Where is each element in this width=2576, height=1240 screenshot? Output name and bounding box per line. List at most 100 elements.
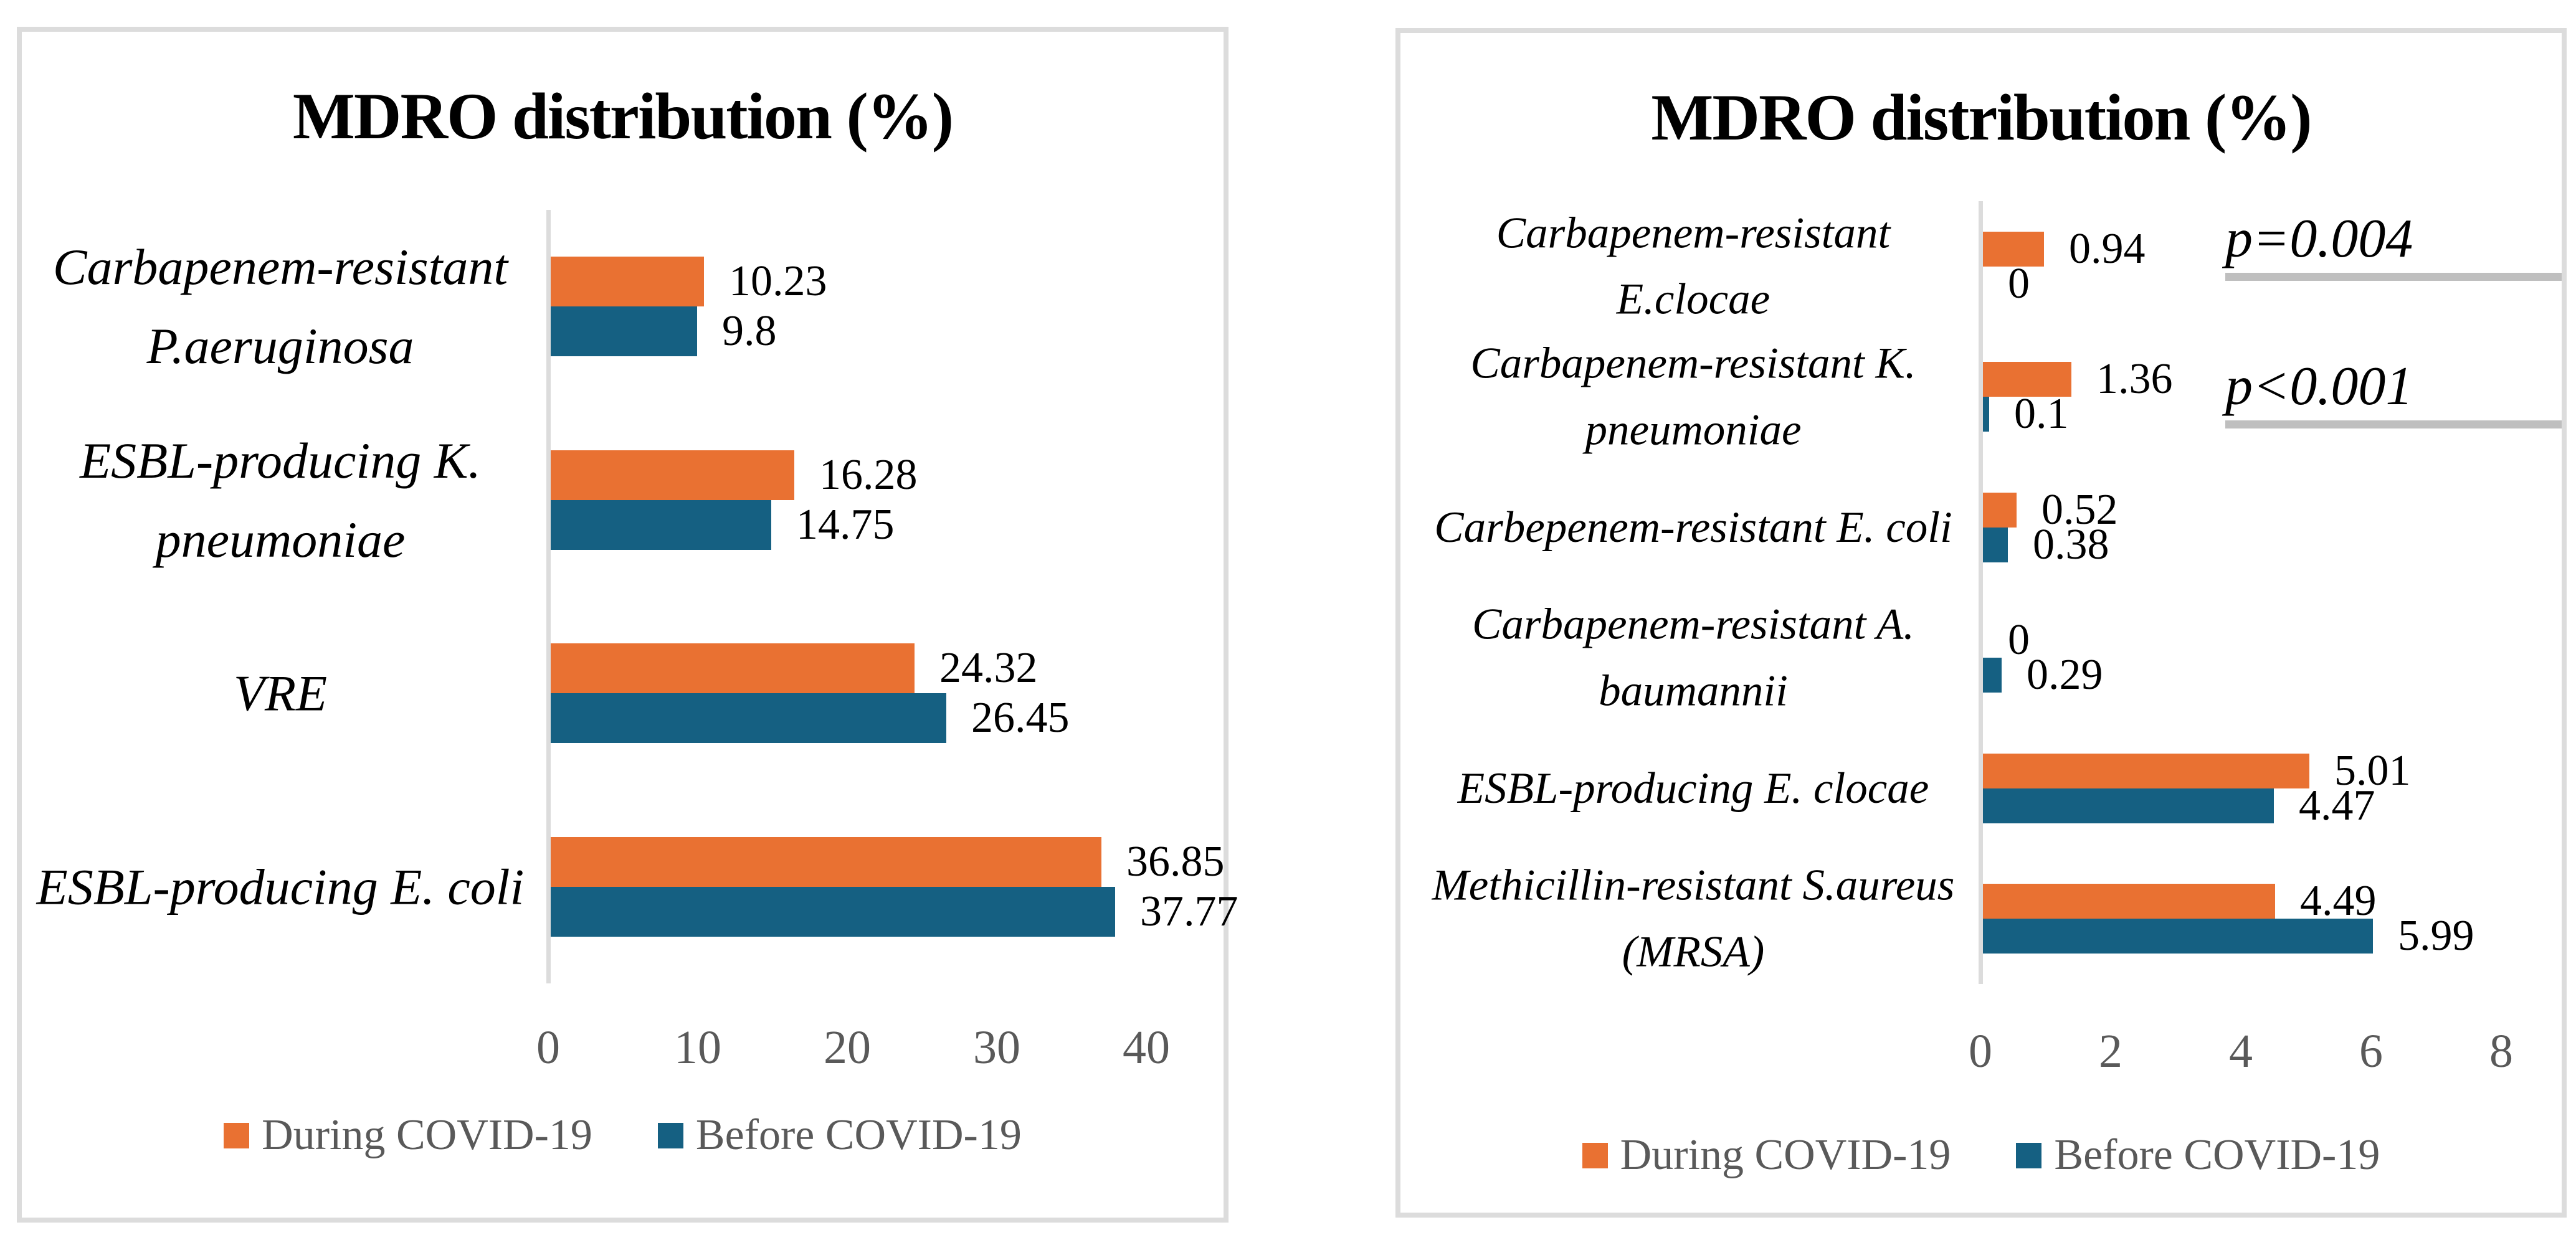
p-value-text: p=0.004 (2225, 209, 2413, 269)
bar-line: 0.38 (1983, 521, 2118, 569)
bar-during (1983, 753, 2309, 788)
legend-label-during: During COVID-19 (262, 1111, 592, 1159)
bar-line: 16.28 (551, 450, 918, 500)
bar-line: 9.8 (551, 306, 827, 357)
bar-pair: 16.28 14.75 (551, 450, 918, 550)
x-tick-label: 10 (674, 1021, 721, 1074)
bar-pair: 4.49 5.99 (1983, 877, 2474, 960)
value-label: 4.47 (2299, 781, 2375, 830)
bar-before (1983, 919, 2373, 954)
bar-before (1983, 397, 1989, 432)
x-axis-ticks: 0 10 20 30 40 (22, 1021, 1224, 1089)
plot-area: Carbapenem-resistant E.clocae 0.94 0 Carbape… (1400, 201, 2562, 984)
bar-before (1983, 527, 2008, 562)
legend-item-during: During COVID-19 (224, 1110, 592, 1160)
chart-title: MDRO distribution (%) (1651, 81, 2312, 154)
value-label: 0.94 (2069, 224, 2146, 273)
category-label: VRE (233, 665, 328, 722)
bar-before (551, 693, 946, 744)
bar-line: 0 (1983, 260, 2146, 308)
x-tick-label: 20 (824, 1021, 871, 1074)
bar-line: 0.29 (1983, 651, 2103, 699)
bar-line: 0.1 (1983, 390, 2173, 438)
category-label: Carbapenem-resistant A. baumannii (1472, 600, 1914, 716)
bar-during (551, 643, 915, 694)
bar-during (1983, 492, 2017, 528)
x-tick-label: 30 (973, 1021, 1020, 1074)
legend-item-before: Before COVID-19 (2016, 1130, 2380, 1180)
bar-line: 0.52 (1983, 486, 2118, 534)
legend: During COVID-19 Before COVID-19 (1400, 1130, 2562, 1180)
category-label: Carbapenem-resistant K. pneumoniae (1470, 339, 1916, 455)
category-label: ESBL-producing E. clocae (1457, 764, 1929, 813)
value-label: 5.01 (2334, 746, 2411, 795)
bar-row: Carbepenem-resistant E. coli 0.52 0.38 (1400, 462, 2562, 593)
bar-pair: 36.85 37.77 (551, 836, 1238, 937)
bar-row: Carbapenem-resistant E.clocae 0.94 0 (1400, 201, 2562, 332)
bar-line: 24.32 (551, 643, 1070, 694)
value-label: 37.77 (1140, 887, 1238, 935)
value-label: 0.38 (2033, 520, 2109, 569)
bar-row: Methicillin-resistant S.aureus (MRSA) 4.49… (1400, 854, 2562, 985)
value-label: 0.1 (2014, 390, 2069, 438)
bar-before (1983, 788, 2274, 823)
value-label: 5.99 (2398, 912, 2474, 960)
bar-during (1983, 884, 2275, 919)
bar-line: 36.85 (551, 836, 1238, 887)
value-label: 24.32 (939, 644, 1038, 693)
bar-line: 4.47 (1983, 782, 2411, 830)
category-label: Methicillin-resistant S.aureus (MRSA) (1432, 861, 1955, 977)
bar-line: 37.77 (551, 886, 1238, 937)
x-axis-ticks: 0 2 4 6 8 (1400, 1025, 2562, 1093)
bar-line: 14.75 (551, 499, 918, 550)
value-label: 36.85 (1126, 837, 1225, 886)
bar-line: 0.94 (1983, 225, 2146, 273)
bar-pair: 24.32 26.45 (551, 643, 1070, 744)
plot-area: Carbapenem-resistant P.aeruginosa 10.23 9.8… (22, 210, 1238, 983)
x-tick-label: 40 (1123, 1021, 1170, 1074)
category-label: ESBL-producing E. coli (36, 858, 525, 916)
p-value-text: p<0.001 (2225, 356, 2413, 417)
x-tick-label: 0 (1969, 1025, 1992, 1077)
value-label: 16.28 (819, 450, 918, 499)
bar-line: 5.01 (1983, 747, 2411, 795)
bar-line: 26.45 (551, 693, 1070, 744)
x-tick-label: 6 (2359, 1025, 2383, 1077)
value-label: 26.45 (971, 694, 1070, 742)
bar-before (1983, 658, 2002, 693)
category-label: Carbapenem-resistant E.clocae (1496, 209, 1891, 324)
bar-pair: 0 0.29 (1983, 616, 2103, 699)
bar-line: 1.36 (1983, 355, 2173, 403)
chart-title: MDRO distribution (%) (292, 80, 954, 153)
bar-line: 0 (1983, 616, 2103, 664)
before-swatch-icon (657, 1122, 683, 1148)
legend-label-before: Before COVID-19 (2054, 1131, 2380, 1179)
x-tick-label: 0 (536, 1021, 560, 1074)
x-tick-label: 8 (2489, 1025, 2513, 1077)
bar-during (551, 257, 704, 307)
p-value-annotation: p<0.001 (2225, 356, 2562, 429)
bar-row: ESBL-producing K. pneumoniae 16.28 14.75 (22, 404, 1224, 597)
during-swatch-icon (1582, 1142, 1608, 1168)
bar-during (551, 836, 1101, 887)
legend: During COVID-19 Before COVID-19 (22, 1110, 1224, 1160)
bar-pair: 0.94 0 (1983, 225, 2146, 308)
bar-row: Carbapenem-resistant P.aeruginosa 10.23 9.8 (22, 210, 1224, 404)
value-label: 1.36 (2096, 355, 2173, 404)
value-label: 4.49 (2300, 877, 2377, 925)
bar-pair: 10.23 9.8 (551, 257, 827, 357)
value-label: 0 (2008, 616, 2030, 665)
bar-during (551, 450, 794, 500)
value-label: 0.29 (2027, 651, 2103, 699)
legend-label-before: Before COVID-19 (695, 1111, 1022, 1159)
category-label: ESBL-producing K. pneumoniae (80, 432, 481, 568)
bar-during (1983, 231, 2044, 267)
value-label: 14.75 (796, 500, 895, 549)
bar-during (1983, 362, 2071, 397)
bar-line: 5.99 (1983, 912, 2474, 960)
value-label: 10.23 (729, 257, 827, 306)
bar-row: ESBL-producing E. clocae 5.01 4.47 (1400, 723, 2562, 854)
bar-before (551, 499, 771, 550)
p-value-underline (2225, 273, 2562, 282)
p-value-annotation: p=0.004 (2225, 209, 2562, 282)
